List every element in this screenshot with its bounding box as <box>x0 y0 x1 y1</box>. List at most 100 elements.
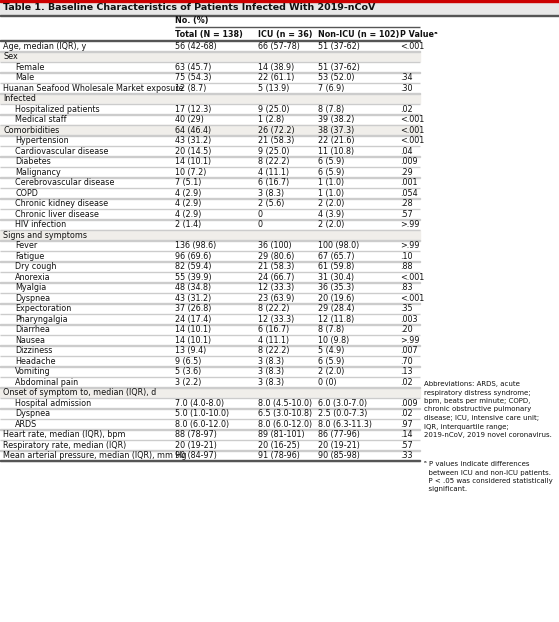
Text: Pharyngalgia: Pharyngalgia <box>15 315 68 323</box>
Text: 9 (25.0): 9 (25.0) <box>258 104 290 114</box>
Text: .054: .054 <box>400 188 418 198</box>
Text: Chronic kidney disease: Chronic kidney disease <box>15 199 108 208</box>
Text: Age, median (IQR), y: Age, median (IQR), y <box>3 42 86 51</box>
Text: <.001: <.001 <box>400 273 424 282</box>
Text: >.99: >.99 <box>400 336 419 345</box>
Text: 2 (2.0): 2 (2.0) <box>318 199 344 208</box>
Text: 90 (84-97): 90 (84-97) <box>175 451 217 460</box>
Text: 6 (5.9): 6 (5.9) <box>318 357 344 366</box>
Text: .009: .009 <box>400 399 418 408</box>
Text: 7 (6.9): 7 (6.9) <box>318 84 344 93</box>
Text: 51 (37-62): 51 (37-62) <box>318 63 360 72</box>
Text: 3 (8.3): 3 (8.3) <box>258 378 284 387</box>
Bar <box>0 73 420 83</box>
Text: .10: .10 <box>400 252 413 261</box>
Bar <box>0 314 420 325</box>
Text: .009: .009 <box>400 157 418 166</box>
Text: 20 (19-21): 20 (19-21) <box>175 441 217 450</box>
Text: 3 (8.3): 3 (8.3) <box>258 188 284 198</box>
Text: Nausea: Nausea <box>15 336 45 345</box>
Text: .003: .003 <box>400 315 418 323</box>
Text: Myalgia: Myalgia <box>15 283 46 292</box>
Text: .13: .13 <box>400 367 413 376</box>
Bar <box>0 220 420 230</box>
Text: 136 (98.6): 136 (98.6) <box>175 241 216 250</box>
Text: .83: .83 <box>400 283 413 292</box>
Text: Onset of symptom to, median (IQR), d: Onset of symptom to, median (IQR), d <box>3 388 157 397</box>
Text: .14: .14 <box>400 430 413 439</box>
Bar <box>0 409 420 419</box>
Text: 3 (8.3): 3 (8.3) <box>258 367 284 376</box>
Bar <box>0 125 420 136</box>
Text: .29: .29 <box>400 168 413 177</box>
Text: >.99: >.99 <box>400 220 419 230</box>
Text: P Valueᵃ: P Valueᵃ <box>400 30 438 39</box>
Text: Male: Male <box>15 73 34 82</box>
Bar <box>0 40 420 41</box>
Text: Diarrhea: Diarrhea <box>15 325 50 334</box>
Text: 86 (77-96): 86 (77-96) <box>318 430 360 439</box>
Text: 67 (65.7): 67 (65.7) <box>318 252 354 261</box>
Text: 14 (38.9): 14 (38.9) <box>258 63 294 72</box>
Text: Hospital admission: Hospital admission <box>15 399 91 408</box>
Text: Hypertension: Hypertension <box>15 136 69 146</box>
Text: 2.5 (0.0-7.3): 2.5 (0.0-7.3) <box>318 409 367 418</box>
Text: 4 (11.1): 4 (11.1) <box>258 336 289 345</box>
Text: 0 (0): 0 (0) <box>318 378 337 387</box>
Bar <box>0 282 420 293</box>
Text: 8 (22.2): 8 (22.2) <box>258 346 290 355</box>
Bar <box>0 251 420 261</box>
Text: 56 (42-68): 56 (42-68) <box>175 42 217 51</box>
Text: 89 (81-101): 89 (81-101) <box>258 430 305 439</box>
Bar <box>0 62 420 73</box>
Text: 21 (58.3): 21 (58.3) <box>258 136 295 146</box>
Text: 26 (72.2): 26 (72.2) <box>258 126 295 135</box>
Bar <box>0 398 420 409</box>
Text: 43 (31.2): 43 (31.2) <box>175 136 211 146</box>
Text: 20 (14.5): 20 (14.5) <box>175 147 211 156</box>
Bar <box>0 16 559 41</box>
Text: 51 (37-62): 51 (37-62) <box>318 42 360 51</box>
Text: Expectoration: Expectoration <box>15 304 71 313</box>
Bar <box>0 345 420 356</box>
Text: 1 (2.8): 1 (2.8) <box>258 115 284 124</box>
Text: >.99: >.99 <box>400 241 419 250</box>
Text: 96 (69.6): 96 (69.6) <box>175 252 211 261</box>
Text: 8 (22.2): 8 (22.2) <box>258 157 290 166</box>
Text: 66 (57-78): 66 (57-78) <box>258 42 300 51</box>
Text: 6 (16.7): 6 (16.7) <box>258 325 289 334</box>
Text: Mean arterial pressure, median (IQR), mm Hg: Mean arterial pressure, median (IQR), mm… <box>3 451 187 460</box>
Text: .88: .88 <box>400 262 413 271</box>
Bar <box>0 325 420 335</box>
Text: 8.0 (4.5-10.0): 8.0 (4.5-10.0) <box>258 399 312 408</box>
Text: Dry cough: Dry cough <box>15 262 56 271</box>
Text: .20: .20 <box>400 325 413 334</box>
Bar <box>0 188 420 198</box>
Text: 4 (2.9): 4 (2.9) <box>175 210 201 219</box>
Text: ICU (n = 36): ICU (n = 36) <box>258 30 312 39</box>
Text: Fatigue: Fatigue <box>15 252 44 261</box>
Text: 7.0 (4.0-8.0): 7.0 (4.0-8.0) <box>175 399 224 408</box>
Text: 29 (28.4): 29 (28.4) <box>318 304 354 313</box>
Text: Heart rate, median (IQR), bpm: Heart rate, median (IQR), bpm <box>3 430 126 439</box>
Text: Diabetes: Diabetes <box>15 157 51 166</box>
Text: 24 (66.7): 24 (66.7) <box>258 273 295 282</box>
Text: 14 (10.1): 14 (10.1) <box>175 325 211 334</box>
Text: 4 (2.9): 4 (2.9) <box>175 199 201 208</box>
Text: 2 (2.0): 2 (2.0) <box>318 220 344 230</box>
Bar <box>0 157 420 167</box>
Text: .04: .04 <box>400 147 413 156</box>
Text: 10 (7.2): 10 (7.2) <box>175 168 206 177</box>
Text: Non-ICU (n = 102): Non-ICU (n = 102) <box>318 30 399 39</box>
Text: 23 (63.9): 23 (63.9) <box>258 294 295 303</box>
Bar <box>0 430 420 440</box>
Text: Medical staff: Medical staff <box>15 115 67 124</box>
Text: 3 (8.3): 3 (8.3) <box>258 357 284 366</box>
Bar <box>0 440 420 450</box>
Text: 4 (11.1): 4 (11.1) <box>258 168 289 177</box>
Bar <box>0 272 420 282</box>
Text: 20 (19.6): 20 (19.6) <box>318 294 354 303</box>
Text: 21 (58.3): 21 (58.3) <box>258 262 295 271</box>
Text: 36 (100): 36 (100) <box>258 241 292 250</box>
Bar <box>0 419 420 430</box>
